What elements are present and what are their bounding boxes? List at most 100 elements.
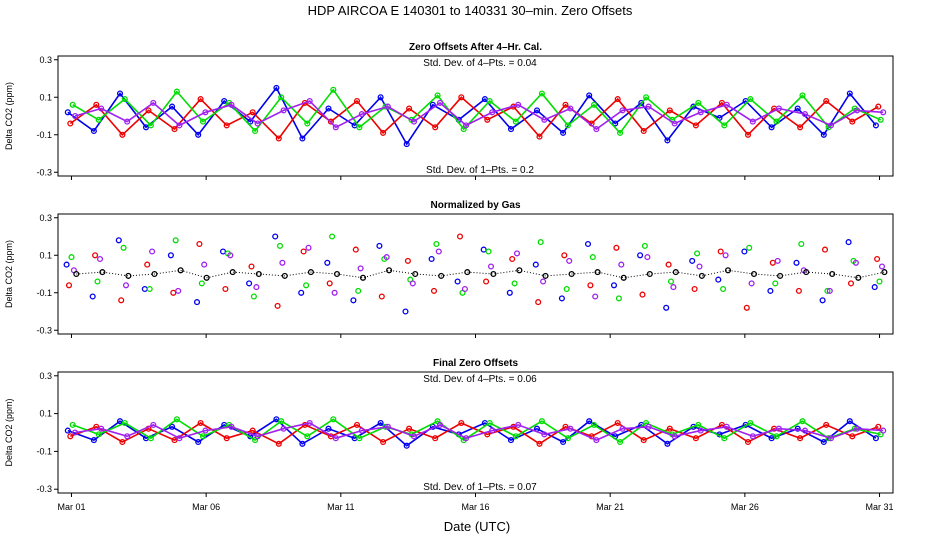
data-point xyxy=(356,124,363,131)
y-tick-label: 0.1 xyxy=(39,250,52,260)
data-point xyxy=(741,248,748,255)
data-point xyxy=(643,94,650,101)
panel-3: Final Zero Offsets Delta CO2 (ppm) -0.3 -0.… xyxy=(4,358,894,512)
y-tick-label: -0.3 xyxy=(36,167,52,177)
data-point xyxy=(847,280,855,287)
data-point xyxy=(562,101,569,108)
data-point xyxy=(880,427,887,434)
data-point xyxy=(428,255,435,263)
data-point xyxy=(748,280,755,287)
x-tick-label: Mar 01 xyxy=(57,502,85,512)
data-point xyxy=(249,109,256,116)
data-point xyxy=(639,291,646,298)
data-point xyxy=(516,267,523,274)
data-point xyxy=(567,425,574,432)
data-point xyxy=(664,440,671,447)
data-point xyxy=(377,419,384,427)
data-point xyxy=(69,421,76,428)
data-point xyxy=(568,270,575,278)
data-point xyxy=(666,107,673,114)
data-point xyxy=(644,254,651,261)
data-point xyxy=(72,429,79,436)
data-point xyxy=(617,129,624,136)
data-point xyxy=(872,122,879,129)
data-point xyxy=(121,96,128,103)
data-point xyxy=(299,440,306,447)
data-point xyxy=(665,261,672,268)
data-point xyxy=(512,118,519,125)
data-point xyxy=(68,254,75,261)
data-point xyxy=(750,270,758,278)
data-point xyxy=(173,88,180,95)
std-dev-annotation: Std. Dev. of 1–Pts. = 0.2 xyxy=(426,165,534,176)
data-point xyxy=(404,257,411,264)
data-point xyxy=(306,419,313,427)
data-point xyxy=(173,416,180,423)
data-point xyxy=(332,124,339,131)
figure-title: HDP AIRCOA E 140301 to 140331 30–min. Ze… xyxy=(308,3,633,18)
y-tick-label: -0.3 xyxy=(36,484,52,494)
data-point xyxy=(330,416,337,423)
panel-title: Final Zero Offsets xyxy=(433,358,518,369)
data-point xyxy=(458,94,465,101)
data-point xyxy=(593,437,600,444)
data-point xyxy=(147,122,154,129)
data-point xyxy=(695,421,702,428)
data-point xyxy=(304,433,311,440)
data-point xyxy=(645,103,652,110)
data-point xyxy=(171,126,178,133)
data-point xyxy=(298,289,305,296)
data-point xyxy=(563,285,570,293)
data-point xyxy=(638,99,645,106)
data-point xyxy=(803,269,810,276)
data-point xyxy=(150,99,157,106)
data-point xyxy=(511,280,518,287)
y-axis-label: Delta CO2 (ppm) xyxy=(4,240,14,308)
data-point xyxy=(227,252,234,259)
data-point xyxy=(560,438,567,446)
data-point xyxy=(637,252,644,259)
data-point xyxy=(276,242,284,249)
data-point xyxy=(300,248,307,255)
data-point xyxy=(278,94,285,101)
data-point xyxy=(617,438,624,446)
data-point xyxy=(620,274,627,281)
data-point xyxy=(96,255,104,263)
data-point xyxy=(275,440,282,447)
data-point xyxy=(176,122,183,129)
data-point xyxy=(402,308,409,315)
data-point xyxy=(307,269,314,276)
data-point xyxy=(513,250,521,257)
data-point xyxy=(228,423,235,430)
data-point xyxy=(533,107,541,114)
data-point xyxy=(775,425,782,432)
data-point xyxy=(532,261,539,268)
data-point xyxy=(666,425,673,432)
data-point xyxy=(272,233,279,240)
data-point xyxy=(827,122,835,129)
data-point xyxy=(538,418,545,425)
data-point xyxy=(590,101,598,108)
data-point xyxy=(797,124,804,131)
data-point xyxy=(412,270,419,278)
data-point xyxy=(538,90,545,97)
data-point xyxy=(512,433,519,440)
data-point xyxy=(99,269,106,276)
data-point xyxy=(614,96,621,103)
data-point xyxy=(331,289,338,296)
data-point xyxy=(486,419,493,427)
data-point xyxy=(698,272,705,279)
data-point xyxy=(438,272,445,279)
data-point xyxy=(353,97,361,105)
data-point xyxy=(484,116,491,123)
data-point xyxy=(612,120,619,127)
data-point xyxy=(645,423,652,430)
data-point xyxy=(250,293,257,300)
data-point xyxy=(89,293,96,300)
data-point xyxy=(229,269,236,276)
data-point xyxy=(715,276,722,283)
data-point xyxy=(281,272,288,279)
data-point xyxy=(125,272,132,279)
x-tick-label: Mar 06 xyxy=(192,502,220,512)
data-point xyxy=(384,423,391,430)
